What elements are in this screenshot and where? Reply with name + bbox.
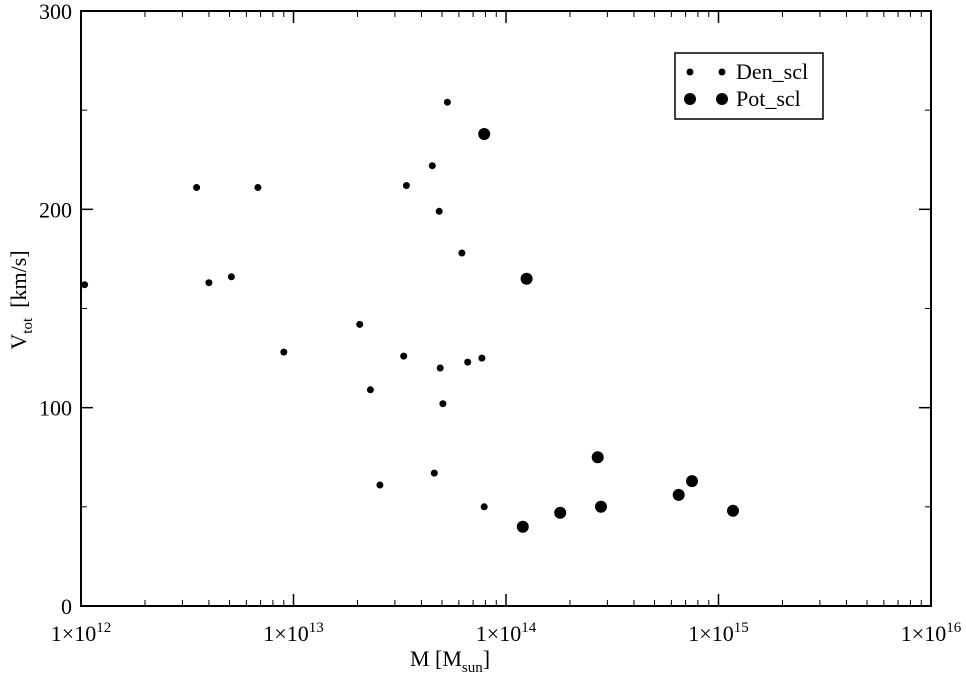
pot-scl-point xyxy=(520,272,533,285)
legend-den-marker-1 xyxy=(686,68,694,76)
den-scl-point xyxy=(356,320,364,328)
x-tick-labels: 1×1012 1×1013 1×1014 1×1015 1×1016 xyxy=(51,620,962,646)
den-scl-point xyxy=(439,400,447,408)
legend-den-marker-2 xyxy=(718,68,726,76)
x-tick-label: 1×1015 xyxy=(688,620,748,646)
legend-den-label: Den_scl xyxy=(736,59,808,84)
den-scl-point xyxy=(193,184,201,191)
den-scl-point xyxy=(227,273,235,281)
plot-frame xyxy=(80,10,932,607)
den-scl-point xyxy=(376,481,384,489)
pot-scl-point xyxy=(554,506,567,519)
legend-box xyxy=(674,52,824,120)
y-tick-label: 200 xyxy=(39,197,72,222)
den-scl-point xyxy=(254,184,262,191)
pot-scl-point xyxy=(727,504,739,517)
den-scl-point xyxy=(81,281,89,289)
den-scl-point xyxy=(428,162,436,170)
den-scl-point xyxy=(480,503,488,511)
den-scl-point xyxy=(366,386,374,394)
den-scl-point xyxy=(458,249,466,257)
den-scl-point xyxy=(443,98,451,106)
legend-pot-marker-2 xyxy=(716,93,728,105)
legend: Den_scl Pot_scl xyxy=(674,52,824,120)
den-scl-point xyxy=(402,182,410,189)
pot-scl-point xyxy=(478,128,491,140)
pot-scl-point xyxy=(516,520,529,533)
den-scl-point xyxy=(400,352,408,360)
den-scl-point xyxy=(205,279,213,287)
x-axis-label: M [Msun] xyxy=(410,646,490,676)
x-tick-label: 1×1012 xyxy=(51,620,111,646)
den-scl-point xyxy=(436,364,444,372)
den-scl-point xyxy=(280,348,288,356)
y-tick-labels: 0 100 200 300 xyxy=(39,0,72,619)
pot-scl-point xyxy=(672,488,685,501)
x-tick-label: 1×1013 xyxy=(263,620,323,646)
legend-pot-label: Pot_scl xyxy=(736,86,801,111)
pot-scl-point xyxy=(595,500,607,513)
den-scl-point xyxy=(464,358,472,366)
legend-pot-marker-1 xyxy=(684,93,696,105)
x-tick-label: 1×1016 xyxy=(901,620,962,646)
den-scl-point xyxy=(430,469,438,477)
y-tick-label: 300 xyxy=(39,0,72,24)
pot-scl-point xyxy=(686,475,698,488)
den-scl-point xyxy=(435,207,443,215)
y-axis-label: Vtot[km/s] xyxy=(6,250,36,349)
pot-scl-point xyxy=(591,451,604,464)
den-scl-point xyxy=(478,354,486,362)
x-tick-label: 1×1014 xyxy=(476,620,537,646)
y-tick-label: 100 xyxy=(39,396,72,421)
data-points xyxy=(81,98,739,533)
y-tick-label: 0 xyxy=(61,594,72,619)
